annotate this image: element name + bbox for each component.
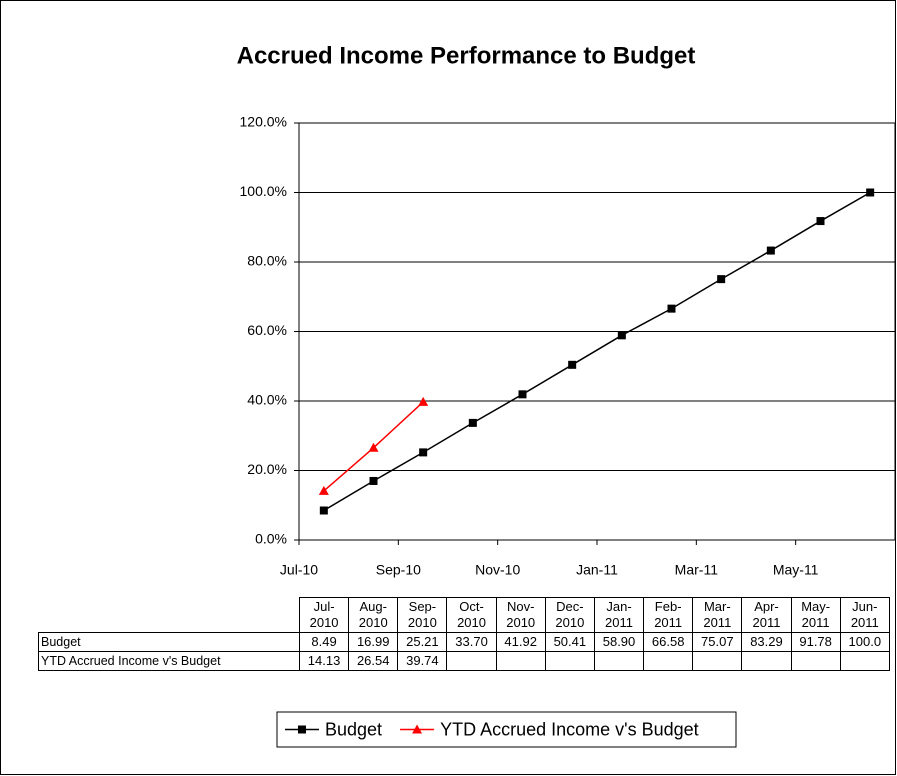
y-tick-label: 20.0% [247,461,287,477]
marker [568,360,577,369]
x-tick-label: Jan-11 [576,562,618,578]
table-cell: 91.78 [790,632,841,652]
marker [816,217,825,226]
series-line [323,191,871,512]
table-cell: 8.49 [298,632,350,652]
table-cell: 75.07 [692,632,743,652]
table-cell [839,651,890,671]
legend-marker [298,725,306,734]
table-header: Sep-2010 [397,597,448,633]
table-cell: 39.74 [397,651,448,671]
y-tick-label: 40.0% [247,392,287,408]
marker [667,304,676,313]
table-row: YTD Accrued Income v's Budget 14.13 26.54 3… [38,651,890,671]
table-cell: 58.90 [593,632,645,652]
x-tick-label: Sep-10 [376,562,421,578]
table-header: Aug-2010 [348,597,399,633]
table-cell: 100.0 [839,632,890,652]
table-cell [692,651,743,671]
marker [766,246,775,255]
marker [368,442,379,452]
y-tick-label: 80.0% [247,253,287,269]
table-cell [643,651,694,671]
y-tick-label: 100.0% [240,183,287,199]
x-tick-label: Nov-10 [475,562,520,578]
table-cell [544,651,595,671]
table-header: Jul-2010 [298,597,350,633]
table-cell: 26.54 [348,651,399,671]
table-cell [741,651,792,671]
table-cell: 33.70 [446,632,497,652]
table-header: Jun-2011 [839,597,890,633]
table-header: Feb-2011 [643,597,694,633]
y-tick-label: 120.0% [240,114,287,130]
table-cell: 16.99 [348,632,399,652]
table-cell: 41.92 [495,632,546,652]
marker [617,331,626,340]
marker [866,188,875,197]
x-tick-label: May-11 [773,562,819,578]
marker [419,448,428,457]
x-tick-label: Jul-10 [280,562,318,578]
y-tick-label: 0.0% [255,531,287,547]
table-cell: 83.29 [741,632,792,652]
marker [319,506,328,515]
data-table: Jul-2010 Aug-2010 Sep-2010 Oct-2010 Nov-2010… [38,597,890,671]
table-row-label: YTD Accrued Income v's Budget [38,651,300,671]
y-tick-label: 60.0% [247,322,287,338]
table-cell [593,651,645,671]
table-header: Nov-2010 [495,597,546,633]
table-row: Jul-2010 Aug-2010 Sep-2010 Oct-2010 Nov-2010… [39,597,890,633]
table-header: Dec-2010 [544,597,595,633]
legend-marker [412,724,423,734]
chart-title: Accrued Income Performance to Budget [237,42,696,69]
marker [318,485,329,495]
table-cell: 25.21 [397,632,448,652]
table-row: Budget 8.49 16.99 25.21 33.70 41.92 50.41 58.90… [38,632,890,652]
table-corner [39,598,300,633]
marker [369,476,378,485]
table-cell: 50.41 [544,632,595,652]
legend-label: YTD Accrued Income v's Budget [440,719,699,739]
marker [518,390,527,399]
marker [418,396,429,406]
table-row-label: Budget [38,632,300,652]
marker [468,418,477,427]
table-header: May-2011 [790,597,841,633]
legend-label: Budget [325,719,382,739]
table-header: Mar-2011 [692,597,743,633]
table-header: Jan-2011 [593,597,645,633]
legend-box [276,711,737,748]
table-header: Oct-2010 [446,597,497,633]
table-cell: 66.58 [643,632,694,652]
table-cell [495,651,546,671]
marker [717,275,726,284]
table-cell [446,651,497,671]
x-tick-label: Mar-11 [675,562,719,578]
table-cell: 14.13 [298,651,350,671]
table-header: Apr-2011 [741,597,792,633]
table-cell [790,651,841,671]
